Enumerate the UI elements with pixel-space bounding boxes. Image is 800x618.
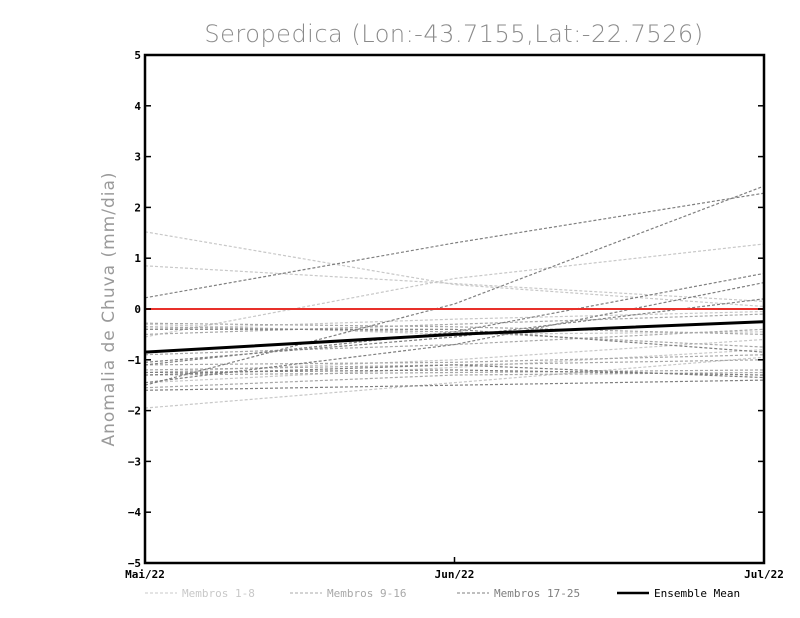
x-axis-ticks: Mai/22 Jun/22 Jul/22 <box>125 557 784 581</box>
y-tick-label: −2 <box>128 405 141 418</box>
member-line-17 <box>144 192 765 299</box>
y-tick-label: −3 <box>128 455 141 468</box>
y-tick-label: 2 <box>134 201 141 214</box>
legend-label: Membros 9-16 <box>327 587 406 600</box>
chart-title: Seropedica (Lon:-43.7155,Lat:-22.7526) <box>204 20 703 48</box>
ensemble-mean-line <box>144 320 765 354</box>
y-tick-label: 1 <box>134 252 141 265</box>
member-line-24 <box>144 369 765 376</box>
y-tick-label: −5 <box>128 557 141 570</box>
member-line-9 <box>144 322 765 335</box>
member-line-25 <box>145 328 765 353</box>
y-axis-ticks: −5 −4 −3 −2 −1 0 1 2 3 4 5 <box>128 49 764 570</box>
member-line-3 <box>144 243 765 338</box>
y-tick-label: 0 <box>134 303 141 316</box>
member-line-19 <box>144 281 765 384</box>
member-line-23 <box>144 298 765 363</box>
member-line-20 <box>144 272 765 366</box>
y-tick-label: −1 <box>128 354 142 367</box>
y-tick-label: −4 <box>128 506 142 519</box>
member-line-13 <box>144 354 765 366</box>
x-tick-label: Jul/22 <box>744 568 784 581</box>
member-line-18 <box>144 185 765 386</box>
member-line-1 <box>144 231 765 308</box>
y-axis-label: Anomalia de Chuva (mm/dia) <box>99 171 119 446</box>
member-line-5 <box>144 310 765 330</box>
member-line-8 <box>144 338 765 374</box>
member-line-12 <box>144 313 765 335</box>
member-line-14 <box>144 326 765 348</box>
y-tick-label: 3 <box>134 151 141 164</box>
legend: Membros 1-8 Membros 9-16 Membros 17-25 Ense… <box>145 587 740 600</box>
member-line-6 <box>144 349 765 384</box>
member-line-16 <box>144 328 765 356</box>
legend-label: Membros 17-25 <box>494 587 580 600</box>
x-tick-label: Mai/22 <box>125 568 165 581</box>
member-line-7 <box>144 323 765 336</box>
member-line-21 <box>144 379 765 391</box>
member-line-4 <box>144 356 765 409</box>
member-line-2 <box>144 265 765 302</box>
y-tick-label: 5 <box>134 49 141 62</box>
legend-label: Membros 1-8 <box>182 587 255 600</box>
legend-label: Ensemble Mean <box>654 587 740 600</box>
y-tick-label: 4 <box>134 100 141 113</box>
x-tick-label: Jun/22 <box>435 568 475 581</box>
plot-lines <box>144 185 765 409</box>
member-line-10 <box>144 359 765 371</box>
member-line-11 <box>144 369 765 376</box>
